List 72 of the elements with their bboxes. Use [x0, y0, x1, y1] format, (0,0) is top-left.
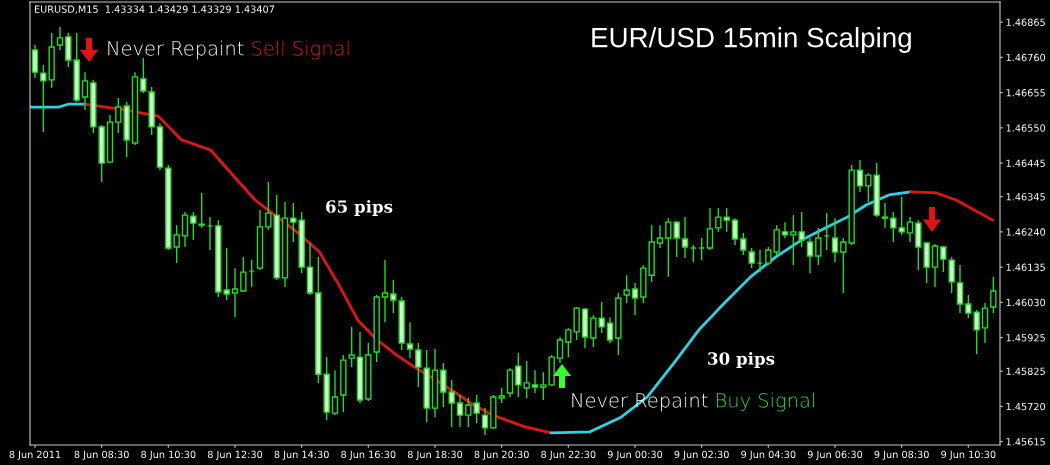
- candlestick: [240, 256, 247, 293]
- candlestick: [81, 71, 89, 111]
- candlestick: [981, 302, 989, 344]
- candlestick: [56, 26, 64, 51]
- annotation: 65 pips: [326, 199, 393, 217]
- y-tick-label: 1.46760: [1006, 53, 1046, 62]
- candlestick: [740, 232, 747, 256]
- candlestick: [681, 216, 689, 259]
- x-tick-label: 9 Jun 04:30: [741, 450, 796, 460]
- y-tick-label: 1.46345: [1006, 193, 1045, 201]
- candlestick: [506, 367, 514, 398]
- y-tick-label: 1.45825: [1006, 367, 1045, 375]
- y-tick-label: 1.46135: [1006, 263, 1045, 271]
- annotation: Never Repaint: [108, 40, 244, 60]
- candlestick: [881, 202, 889, 229]
- x-tick-label: 8 Jun 08:30: [74, 450, 129, 460]
- y-tick-label: 1.46865: [1006, 18, 1045, 26]
- candlestick: [231, 267, 239, 318]
- y-tick-label: 1.46655: [1006, 89, 1045, 97]
- x-tick-label: 8 Jun 14:30: [274, 450, 329, 460]
- candlestick: [631, 282, 639, 316]
- x-tick-label: 8 Jun 10:30: [141, 450, 196, 460]
- x-tick-label: 9 Jun 10:30: [941, 450, 996, 460]
- line-series: [549, 190, 912, 435]
- x-tick-label: 9 Jun 06:30: [807, 450, 863, 460]
- annotation: EURUSD,M15 1.43334 1.43429 1.43329 1.43407: [34, 5, 275, 14]
- line-series: [909, 190, 995, 222]
- candlestick: [331, 369, 339, 416]
- annotation: Buy Signal: [716, 392, 815, 412]
- candlestick: [815, 227, 822, 266]
- candlestick: [623, 274, 630, 304]
- x-tick-label: 8 Jun 18:30: [407, 450, 463, 460]
- candlestick: [806, 237, 814, 274]
- candlestick: [731, 217, 739, 246]
- candlestick: [906, 216, 914, 243]
- candlestick: [656, 224, 664, 249]
- text: EUR/USD 15min Scalping: [592, 27, 911, 53]
- y-tick-label: 1.45925: [1006, 334, 1045, 342]
- candlestick: [606, 316, 614, 344]
- candlestick: [956, 264, 964, 314]
- x-tick-label: 9 Jun 00:30: [607, 450, 663, 460]
- candlestick: [706, 207, 714, 251]
- y-tick-label: 1.46030: [1006, 298, 1046, 307]
- candlestick: [181, 211, 189, 248]
- candlestick: [931, 243, 939, 288]
- y-tick-label: 1.45720: [1006, 402, 1046, 411]
- candlestick: [348, 326, 355, 368]
- candlestick: [406, 321, 414, 359]
- y-tick-label: 1.45615: [1006, 438, 1045, 446]
- annotation: 30 pips: [708, 351, 775, 369]
- candlestick: [748, 247, 755, 269]
- candlestick: [556, 336, 564, 364]
- x-tick-label: 8 Jun 12:30: [207, 450, 263, 460]
- x-tick-label: 9 Jun 02:30: [674, 450, 729, 460]
- candlestick: [31, 44, 39, 79]
- candlestick: [856, 159, 864, 193]
- y-tick-label: 1.46445: [1006, 159, 1045, 167]
- y-tick-label: 1.46550: [1006, 124, 1046, 132]
- candlestick: [381, 259, 389, 323]
- x-tick-label: 8 Jun 2011: [9, 450, 61, 460]
- x-tick-label: 8 Jun 22:30: [541, 450, 596, 460]
- candlestick: [990, 276, 997, 314]
- x-tick-label: 8 Jun 20:30: [474, 450, 529, 460]
- y-tick-label: 1.46240: [1006, 228, 1046, 236]
- candlestick: [481, 407, 489, 436]
- x-tick-label: 9 Jun 08:30: [874, 450, 929, 460]
- candlestick: [531, 369, 539, 394]
- candlestick: [831, 217, 839, 263]
- x-tick-label: 8 Jun 16:30: [341, 450, 396, 460]
- annotation: Sell Signal: [252, 40, 349, 60]
- candlestick: [456, 394, 464, 428]
- candlestick: [781, 221, 789, 239]
